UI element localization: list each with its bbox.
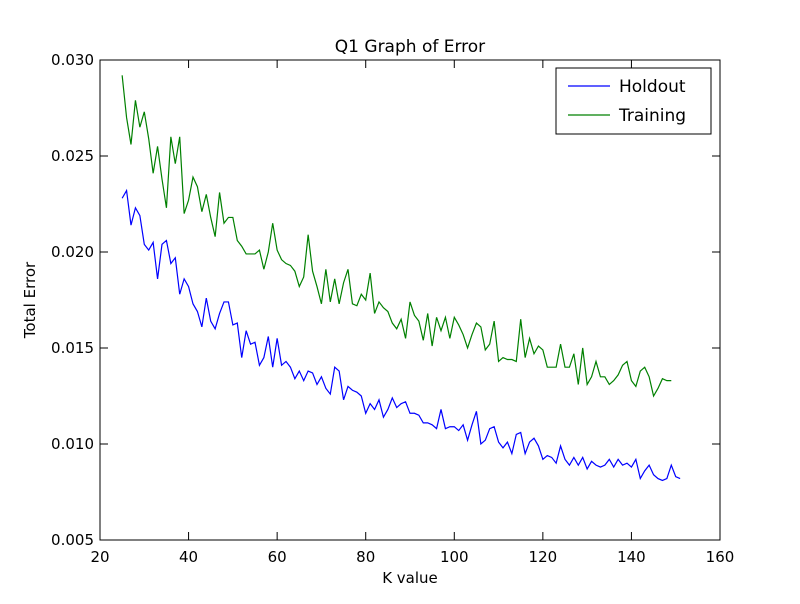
x-tick-label: 160 [706,548,735,566]
legend: Holdout Training [555,67,712,135]
x-tick-label: 120 [529,548,558,566]
y-tick-label: 0.020 [51,243,94,261]
x-tick-label: 60 [268,548,287,566]
x-tick-label: 100 [440,548,469,566]
legend-label-training: Training [618,106,686,126]
y-tick-label: 0.025 [51,147,94,165]
series-line-holdout [121,188,681,482]
y-tick-label: 0.005 [51,531,94,549]
series-lines [121,75,681,482]
x-axis-label: K value [382,569,438,587]
y-tick-label: 0.030 [51,51,94,69]
plot-frame [99,59,721,541]
chart-title: Q1 Graph of Error [335,37,485,57]
x-tick-label: 40 [179,548,198,566]
series-line-training [121,75,672,398]
legend-box [555,67,712,135]
x-tick-label: 140 [617,548,646,566]
x-tick-label: 80 [356,548,375,566]
legend-label-holdout: Holdout [619,77,686,97]
y-tick-label: 0.010 [51,435,94,453]
y-tick-label: 0.015 [51,339,94,357]
axis-ticks: 20 40 60 80 100 120 140 160 0.005 0.010 0.015 0.020… [51,51,734,566]
x-tick-label: 20 [90,548,109,566]
y-axis-label: Total Error [21,261,39,339]
